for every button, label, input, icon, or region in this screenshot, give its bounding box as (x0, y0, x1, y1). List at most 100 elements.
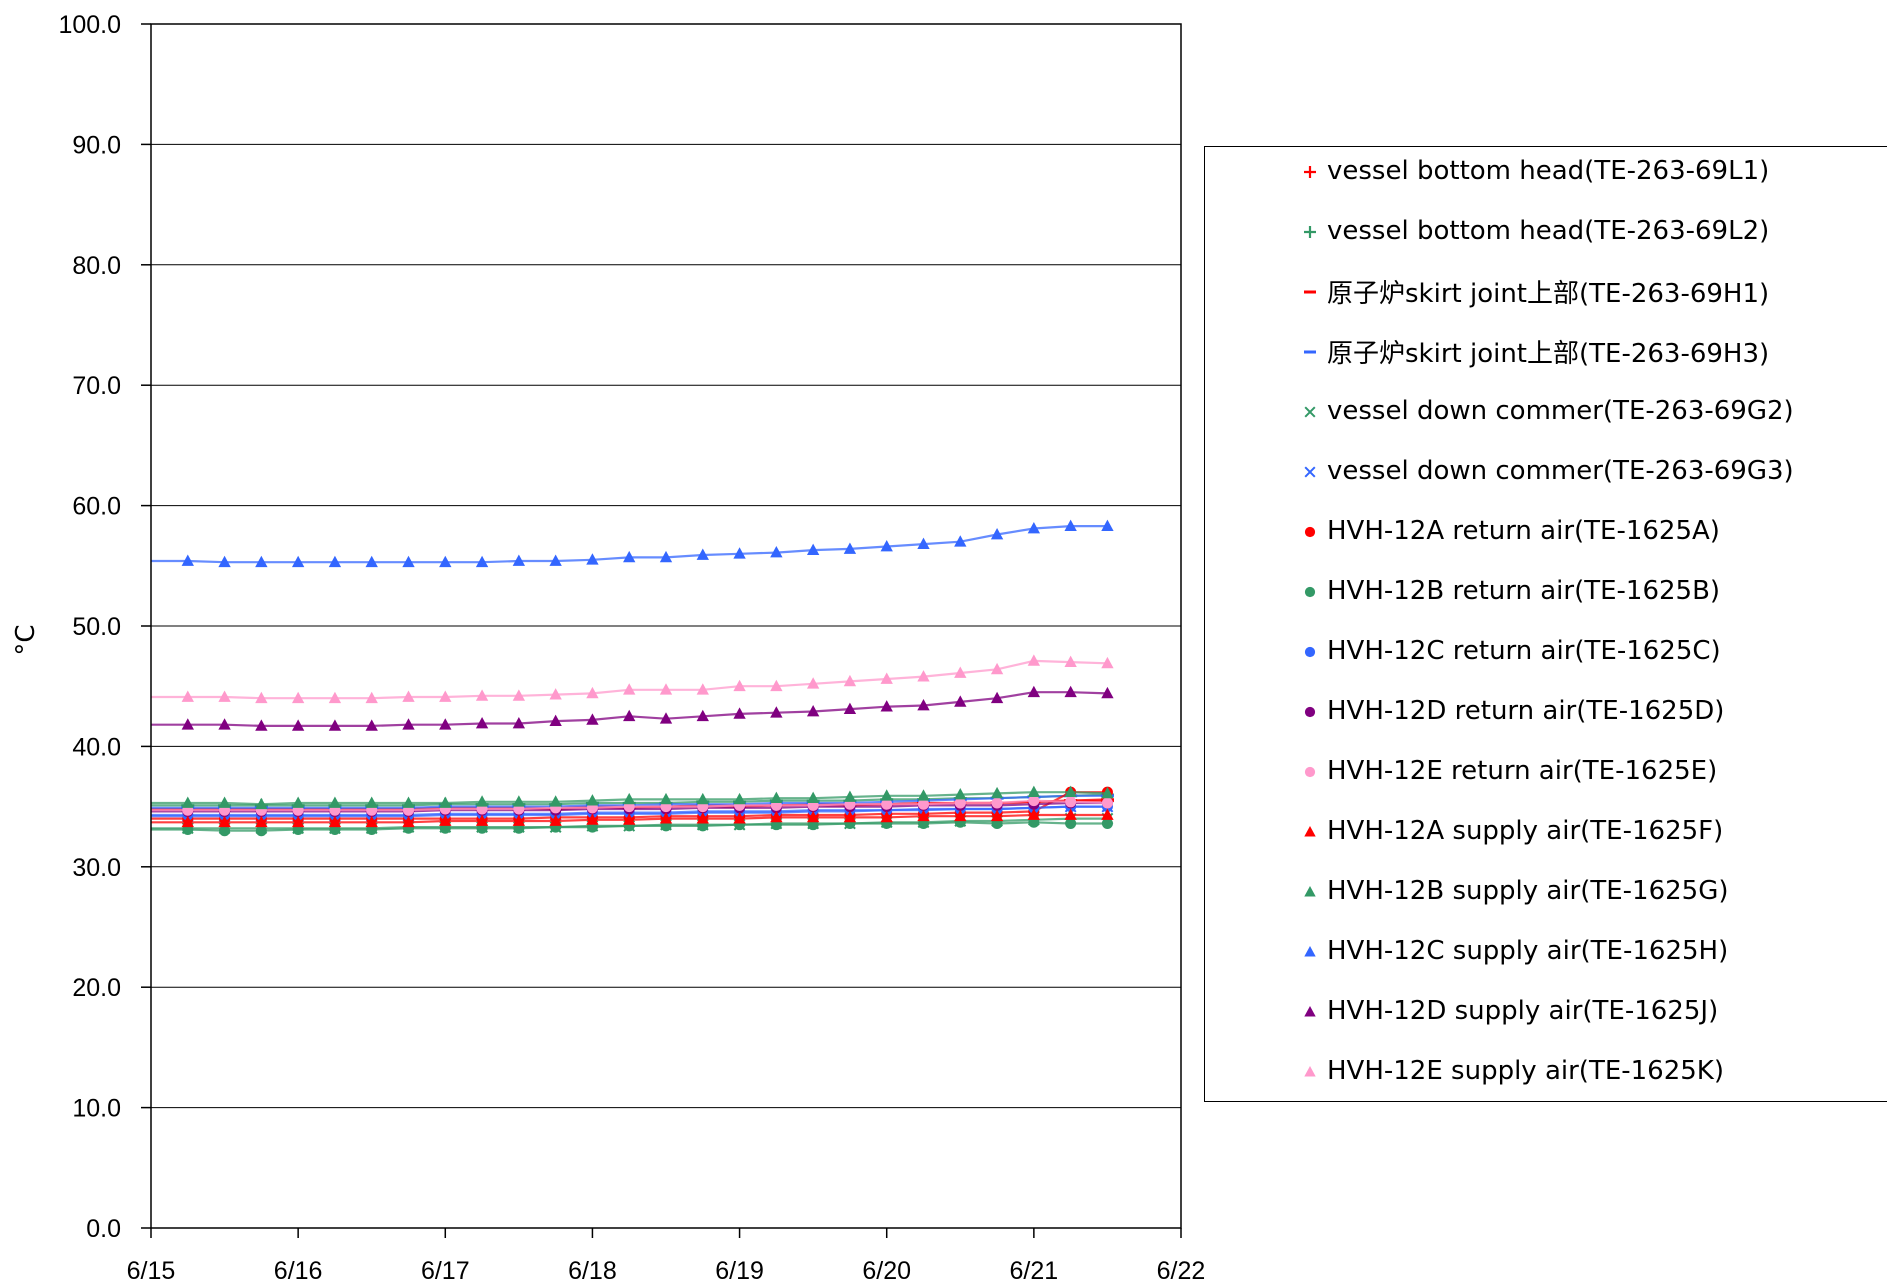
legend-marker-icon (1301, 462, 1319, 480)
data-point (1304, 586, 1316, 598)
data-point (880, 672, 893, 684)
data-point (439, 796, 452, 808)
data-point (512, 795, 526, 807)
y-tick-label: 100.0 (58, 11, 121, 39)
data-point (328, 691, 342, 704)
legend-label: HVH-12B return air(TE-1625B) (1327, 576, 1721, 606)
data-point (475, 717, 489, 729)
data-point (586, 686, 599, 699)
data-point (623, 709, 636, 722)
data-point (1304, 466, 1316, 478)
x-tick-label: 6/18 (568, 1257, 617, 1282)
data-point (475, 689, 489, 701)
data-point (402, 555, 415, 568)
legend-item: HVH-12E return air(TE-1625E) (1301, 751, 1717, 791)
plot-area (150, 23, 1182, 1229)
legend-label: 原子炉skirt joint上部(TE-263-69H3) (1327, 338, 1770, 369)
data-point (328, 796, 342, 808)
axes: 0.0 10.0 20.0 30.0 40.0 50.0 60.0 70.0 80.0 90.0 1… (58, 11, 1205, 1282)
legend-label: vessel bottom head(TE-263-69L2) (1327, 216, 1770, 246)
x-tick-label: 6/17 (421, 1257, 470, 1282)
legend-marker-icon (1301, 162, 1319, 180)
data-point (917, 789, 930, 801)
data-point (586, 553, 599, 565)
data-point (696, 812, 709, 824)
data-point (696, 683, 709, 695)
legend-marker-icon (1301, 522, 1319, 540)
data-point (843, 702, 857, 714)
data-point (219, 825, 231, 837)
x-tick-label: 6/19 (715, 1257, 764, 1282)
data-point (586, 794, 599, 806)
data-point (880, 540, 893, 552)
data-point (1064, 808, 1077, 820)
data-point (586, 813, 599, 825)
x-tick-label: 6/15 (127, 1257, 176, 1282)
data-point (623, 550, 636, 563)
legend-item: 原子炉skirt joint上部(TE-263-69H1) (1301, 271, 1769, 311)
data-point (659, 792, 673, 805)
data-point (917, 537, 930, 550)
data-point (218, 690, 231, 702)
data-point (255, 825, 267, 837)
legend-item: 原子炉skirt joint上部(TE-263-69H3) (1301, 331, 1769, 371)
data-point (990, 691, 1004, 704)
data-point (990, 662, 1004, 675)
data-point (696, 792, 709, 805)
x-tick-label: 6/16 (274, 1257, 323, 1282)
data-point (1101, 797, 1113, 809)
data-point (954, 535, 967, 547)
data-point (733, 792, 746, 805)
data-point (1304, 166, 1316, 178)
legend-marker-icon (1301, 882, 1319, 900)
data-point (181, 554, 194, 566)
data-point (549, 814, 562, 826)
gridlines (151, 23, 1181, 1109)
legend-item: HVH-12B supply air(TE-1625G) (1301, 871, 1729, 911)
data-point (843, 542, 857, 554)
data-point (255, 691, 268, 704)
data-point (512, 717, 526, 729)
data-point (181, 796, 194, 808)
data-point (659, 812, 673, 824)
data-point (255, 815, 268, 828)
data-point (917, 670, 930, 682)
data-point (733, 707, 746, 719)
series-11 (151, 808, 1114, 828)
legend-item: vessel bottom head(TE-263-69L1) (1301, 151, 1769, 191)
legend-marker-icon (1301, 402, 1319, 420)
data-point (1304, 1006, 1316, 1017)
data-point (623, 683, 636, 695)
y-tick-label: 60.0 (72, 493, 121, 521)
data-point (843, 790, 857, 802)
data-point (917, 809, 930, 822)
data-point (1064, 785, 1077, 798)
legend-label: vessel down commer(TE-263-69G3) (1327, 456, 1794, 486)
legend-marker-icon (1301, 702, 1319, 720)
data-point (1101, 786, 1114, 799)
legend-item: HVH-12C return air(TE-1625C) (1301, 631, 1721, 671)
data-point (291, 555, 305, 568)
data-point (1304, 406, 1316, 418)
y-tick-label: 90.0 (72, 131, 121, 159)
data-point (1101, 519, 1114, 531)
legend-label: HVH-12E supply air(TE-1625K) (1327, 1056, 1724, 1086)
data-point (218, 796, 231, 808)
data-point (439, 814, 452, 826)
data-point (549, 795, 562, 807)
legend-label: vessel bottom head(TE-263-69L1) (1327, 156, 1770, 186)
data-point (770, 679, 783, 692)
series-14 (151, 685, 1114, 731)
data-point (954, 797, 966, 809)
series-12 (151, 785, 1114, 810)
data-point (1065, 817, 1077, 829)
legend-item: HVH-12C supply air(TE-1625H) (1301, 931, 1728, 971)
data-point (733, 547, 746, 559)
data-point (733, 812, 746, 824)
data-point (475, 555, 489, 568)
data-point (880, 789, 893, 801)
data-point (291, 796, 305, 808)
data-point (439, 718, 452, 730)
data-point (328, 719, 342, 731)
data-point (512, 814, 526, 826)
